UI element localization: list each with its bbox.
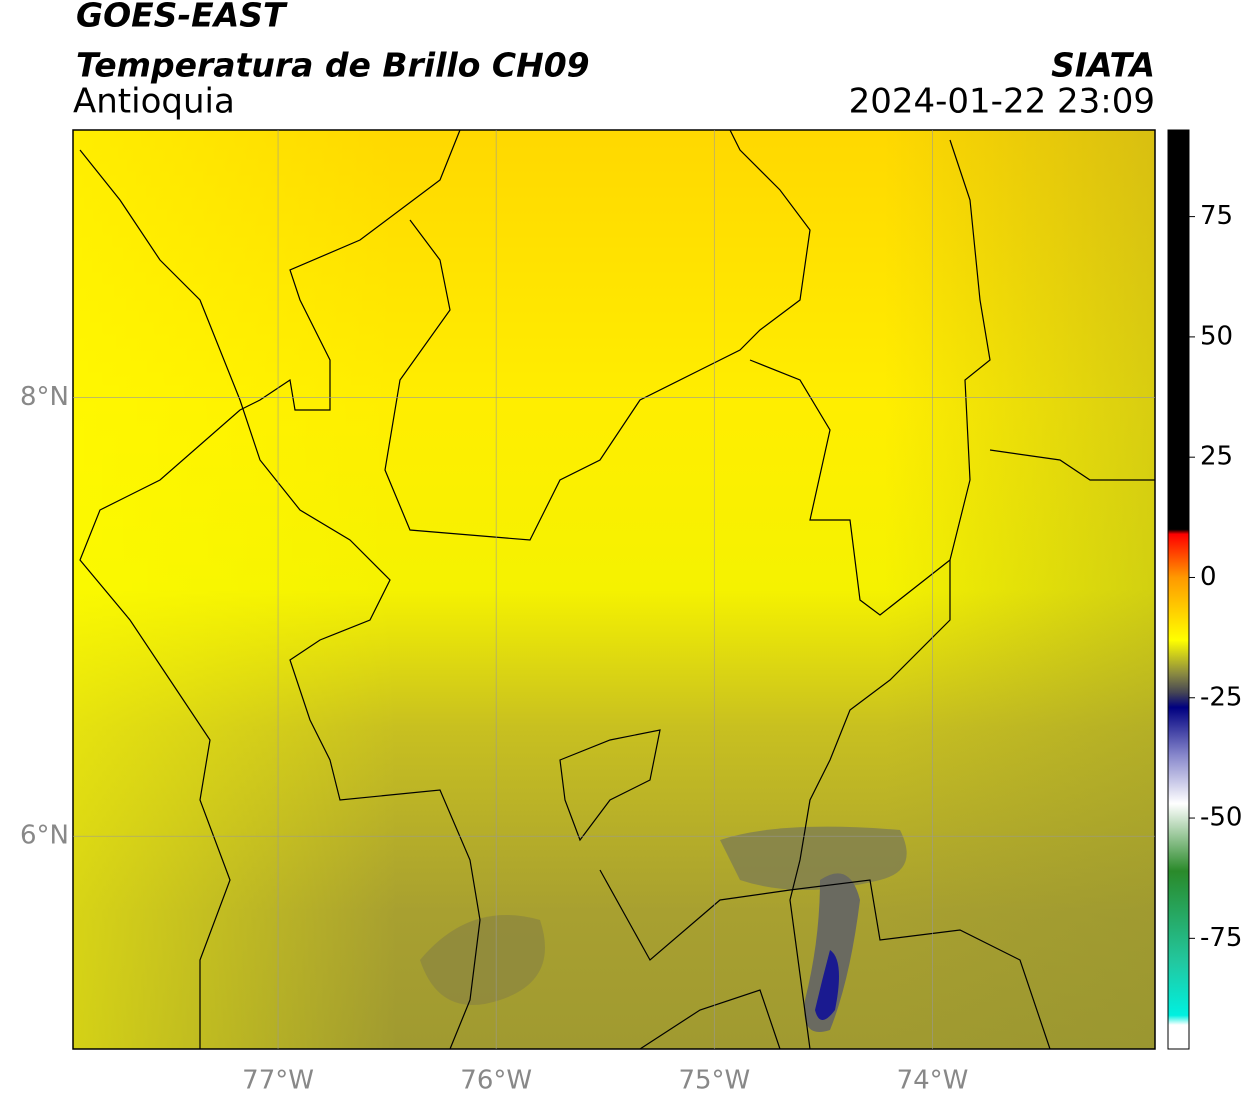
x-tick-label: 76°W (460, 1066, 532, 1096)
x-tick-label: 75°W (678, 1066, 750, 1096)
colorbar-tick-label: 75 (1200, 201, 1233, 231)
map-field (73, 130, 1155, 1049)
datetime: 2024-01-22 23:09 (849, 82, 1155, 122)
colorbar-tick-label: 0 (1200, 562, 1217, 592)
colorbar-tick-label: 50 (1200, 321, 1233, 351)
region: Antioquia (73, 82, 235, 122)
title: GOES-EAST (76, 0, 288, 35)
source: SIATA (1051, 46, 1155, 85)
subtitle: Temperatura de Brillo CH09 (76, 46, 590, 85)
map-frame (72, 129, 1156, 1050)
colorbar (1167, 129, 1190, 1050)
colorbar-tick-label: -25 (1200, 682, 1242, 712)
colorbar-tick-label: 25 (1200, 442, 1233, 472)
x-tick-label: 77°W (242, 1066, 314, 1096)
colorbar-tick-label: -75 (1200, 923, 1242, 953)
borders (79, 129, 1155, 1050)
y-tick-label: 8°N (20, 382, 69, 412)
x-tick-label: 74°W (897, 1066, 969, 1096)
colorbar-tick-label: -50 (1200, 803, 1242, 833)
y-tick-label: 6°N (20, 821, 69, 851)
